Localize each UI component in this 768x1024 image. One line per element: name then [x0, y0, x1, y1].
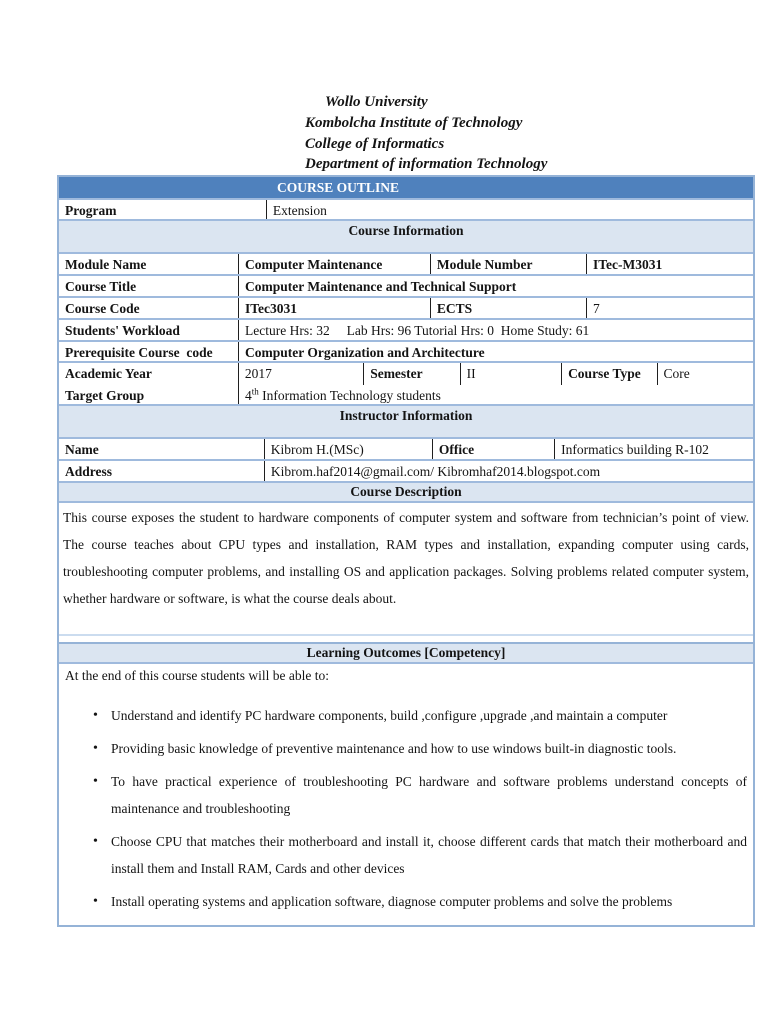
prerequisite-row: Prerequisite Course code Computer Organi…	[59, 342, 753, 363]
spacer-row	[59, 636, 753, 644]
learning-outcomes-intro: At the end of this course students will …	[65, 668, 329, 683]
module-number-value: ITec-M3031	[585, 254, 753, 274]
semester-label: Semester	[363, 363, 459, 385]
instructor-information-header: Instructor Information	[59, 406, 753, 439]
outcome-item: Install operating systems and applicatio…	[65, 888, 747, 915]
target-group-label: Target Group	[65, 388, 145, 403]
outcome-item: To have practical experience of troubles…	[65, 768, 747, 822]
semester-value: II	[459, 363, 561, 385]
module-row: Module Name Computer Maintenance Module …	[59, 254, 753, 276]
module-name-value: Computer Maintenance	[237, 254, 430, 274]
instructor-name-label: Name	[65, 442, 99, 457]
course-type-value: Core	[656, 363, 753, 385]
module-name-label: Module Name	[65, 257, 147, 272]
academic-year-value: 2017	[237, 363, 363, 385]
department-name: Department of information Technology	[305, 156, 548, 173]
instructor-address-row: Address Kibrom.haf2014@gmail.com/ Kibrom…	[59, 461, 753, 483]
college-name: College of Informatics	[305, 135, 445, 152]
target-group-text: Information Technology students	[258, 388, 441, 403]
address-label: Address	[65, 464, 113, 479]
course-outline-title: COURSE OUTLINE	[59, 177, 753, 200]
target-group-number: 4	[245, 388, 252, 403]
academic-year-row: Academic Year 2017 Semester II Course Ty…	[59, 363, 753, 385]
course-information-header: Course Information	[59, 221, 753, 254]
workload-value: Lecture Hrs: 32 Lab Hrs: 96 Tutorial Hrs…	[238, 320, 753, 340]
address-value: Kibrom.haf2014@gmail.com/ Kibromhaf2014.…	[263, 461, 753, 481]
university-header: Wollo University Kombolcha Institute of …	[305, 92, 547, 175]
course-outline-table: COURSE OUTLINE Program Extension Course …	[57, 175, 755, 927]
prerequisite-label: Prerequisite Course code	[65, 345, 213, 360]
program-label: Program	[65, 203, 117, 218]
program-value: Extension	[265, 200, 753, 219]
program-row: Program Extension	[59, 200, 753, 221]
course-title-row: Course Title Computer Maintenance and Te…	[59, 276, 753, 298]
institute-name: Kombolcha Institute of Technology	[305, 114, 523, 131]
course-code-label: Course Code	[65, 301, 140, 316]
prerequisite-value: Computer Organization and Architecture	[238, 342, 753, 361]
course-description-header: Course Description	[59, 483, 753, 503]
module-number-label: Module Number	[429, 254, 586, 274]
learning-outcomes-body: At the end of this course students will …	[59, 664, 753, 915]
outcome-item: Understand and identify PC hardware comp…	[65, 702, 747, 729]
target-group-row: Target Group 4th Information Technology …	[59, 385, 753, 406]
course-code-value: ITec3031	[237, 298, 430, 318]
workload-row: Students' Workload Lecture Hrs: 32 Lab H…	[59, 320, 753, 342]
learning-outcomes-list: Understand and identify PC hardware comp…	[65, 702, 747, 915]
instructor-name-value: Kibrom H.(MSc)	[263, 439, 432, 459]
target-group-value: 4th Information Technology students	[238, 385, 753, 404]
academic-year-label: Academic Year	[65, 366, 152, 381]
course-title-value: Computer Maintenance and Technical Suppo…	[238, 276, 753, 296]
course-code-row: Course Code ITec3031 ECTS 7	[59, 298, 753, 320]
course-description-text: This course exposes the student to hardw…	[63, 510, 749, 606]
outcome-item: Choose CPU that matches their motherboar…	[65, 828, 747, 882]
ects-value: 7	[585, 298, 753, 318]
course-description-body: This course exposes the student to hardw…	[59, 503, 753, 636]
course-type-label: Course Type	[561, 363, 656, 385]
outcome-item: Providing basic knowledge of preventive …	[65, 735, 747, 762]
course-title-label: Course Title	[65, 279, 137, 294]
learning-outcomes-header: Learning Outcomes [Competency]	[59, 644, 753, 664]
target-group-ordinal: th	[251, 386, 259, 397]
university-name: Wollo University	[325, 94, 428, 110]
office-label: Office	[431, 439, 554, 459]
office-value: Informatics building R-102	[554, 439, 753, 459]
workload-label: Students' Workload	[65, 323, 180, 338]
instructor-name-row: Name Kibrom H.(MSc) Office Informatics b…	[59, 439, 753, 461]
ects-label: ECTS	[429, 298, 586, 318]
